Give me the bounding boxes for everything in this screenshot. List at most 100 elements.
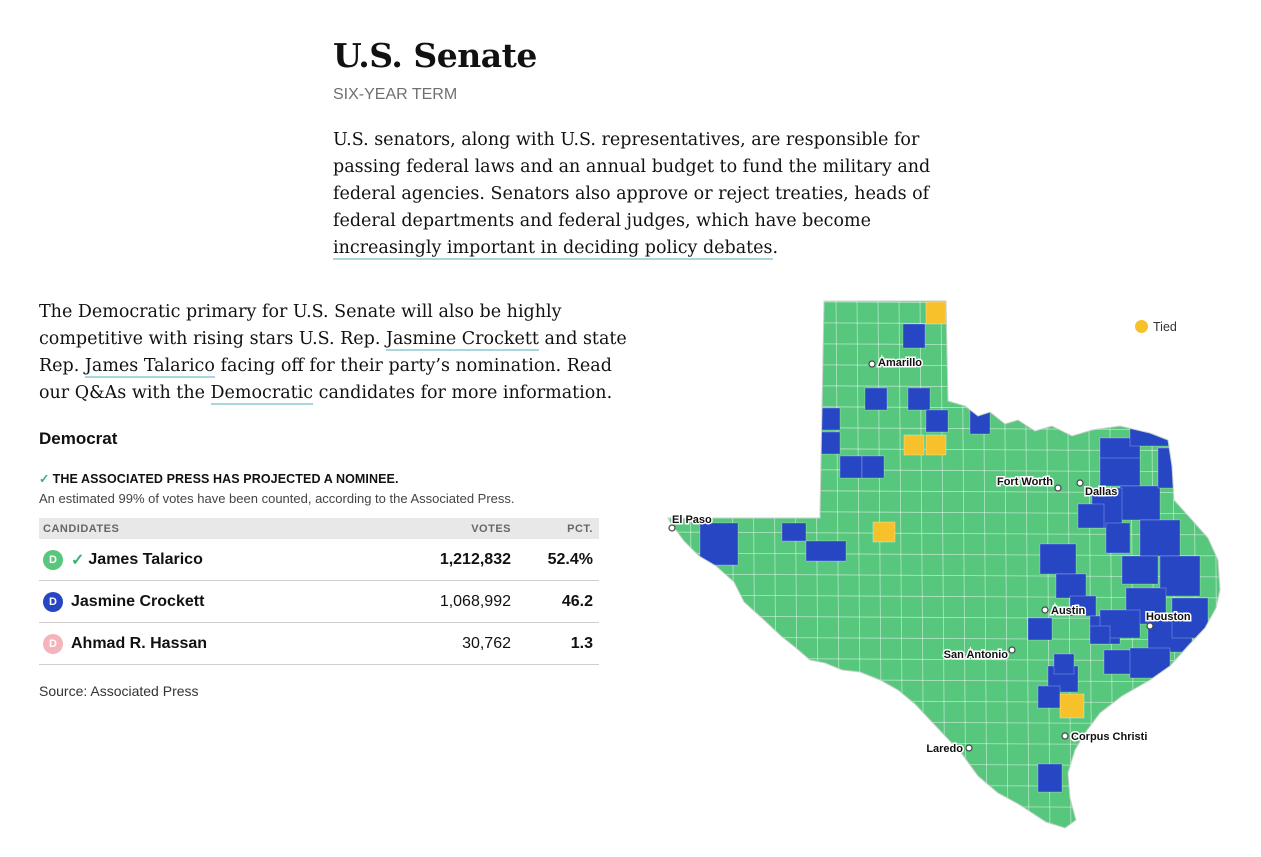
para-text-2: and state Rep. [39,329,627,376]
county-crockett[interactable] [1077,503,1105,529]
county-crockett[interactable] [1103,649,1135,675]
county-crockett[interactable] [839,455,863,479]
county-tied[interactable] [872,521,896,543]
county-crockett[interactable] [1027,617,1053,641]
city-label: San Antonio [944,649,1009,661]
city-marker [1041,606,1049,614]
city-label: Laredo [926,743,963,755]
city-marker [1054,484,1062,492]
table-row: D Jasmine Crockett 1,068,992 46.2 [39,580,599,623]
jasmine-crockett-link[interactable]: Jasmine Crockett [385,329,539,351]
source-note: Source: Associated Press [39,683,199,699]
votes-counted-note: An estimated 99% of votes have been coun… [39,491,515,506]
votes-cell: 1,068,992 [415,580,517,623]
county-border [668,363,1220,368]
county-crockett[interactable] [1069,595,1097,617]
county-border [1235,298,1239,838]
votes-cell: 1,212,832 [415,539,517,581]
results-table: CANDIDATES VOTES PCT. D ✓ James Talarico 1,… [39,518,599,665]
county-crockett[interactable] [907,387,931,411]
para-text-4: candidates for more information. [313,383,613,403]
para-text-1: The Democratic primary for U.S. Senate w… [39,302,562,349]
county-crockett[interactable] [1119,485,1161,521]
party-badge: D [43,549,63,570]
city-label: Dallas [1085,486,1117,498]
city-marker [1061,732,1069,740]
county-crockett[interactable] [861,455,885,479]
pct-cell: 46.2 [517,580,599,623]
county-crockett[interactable] [1089,625,1111,645]
county-tied[interactable] [903,434,925,456]
county-crockett[interactable] [1055,573,1087,599]
county-crockett[interactable] [1121,555,1159,585]
projected-text: THE ASSOCIATED PRESS HAS PROJECTED A NOM… [52,472,399,486]
county-border [668,301,1220,305]
county-crockett[interactable] [819,431,841,455]
intro-text-end: . [772,238,779,258]
city-label: Amarillo [878,357,922,369]
democratic-link[interactable]: Democratic [210,383,314,405]
candidate-cell: D ✓ James Talarico [39,539,415,581]
city-label: Corpus Christi [1071,731,1147,743]
col-candidates: CANDIDATES [39,518,415,539]
county-crockett[interactable] [969,405,991,435]
county-border [668,783,1220,788]
county-border [688,301,694,828]
intro-text: U.S. senators, along with U.S. represent… [333,130,931,231]
party-badge: D [43,591,63,612]
county-tied[interactable] [1059,693,1085,719]
county-border [709,301,715,828]
city-marker [1146,622,1154,630]
county-crockett[interactable] [699,522,739,566]
table-header-row: CANDIDATES VOTES PCT. [39,518,599,539]
county-border [668,762,1220,767]
county-crockett[interactable] [1129,647,1171,679]
county-crockett[interactable] [925,409,949,433]
county-crockett[interactable] [1139,519,1181,557]
votes-cell: 30,762 [415,622,517,665]
pct-cell: 52.4% [517,539,599,581]
primary-paragraph: The Democratic primary for U.S. Senate w… [39,299,639,407]
james-talarico-link[interactable]: James Talarico [84,356,215,378]
county-crockett[interactable] [1129,425,1171,447]
city-label: El Paso [672,514,712,526]
county-crockett[interactable] [1159,555,1201,597]
county-crockett[interactable] [1037,763,1063,793]
county-crockett[interactable] [1105,522,1131,554]
pct-cell: 1.3 [517,622,599,665]
county-tied[interactable] [925,301,947,325]
candidate-name: James Talarico [88,550,203,568]
county-crockett[interactable] [1039,543,1077,575]
tied-legend-swatch [1135,320,1148,333]
city-marker [868,360,876,368]
city-label: Houston [1146,611,1191,623]
county-tied[interactable] [925,434,947,456]
map-legend: Tied [1135,320,1177,334]
county-crockett[interactable] [1053,653,1075,675]
texas-county-map[interactable]: Amarillo El Paso Fort Worth Dallas Austin Hou… [660,298,1240,838]
tied-legend-label: Tied [1153,320,1177,334]
city-label: Fort Worth [997,476,1053,488]
table-row: D Ahmad R. Hassan 30,762 1.3 [39,622,599,665]
projected-notice: ✓ THE ASSOCIATED PRESS HAS PROJECTED A NO… [39,471,399,486]
county-crockett[interactable] [819,407,841,431]
check-icon: ✓ [39,472,50,486]
county-crockett[interactable] [902,323,926,349]
policy-debates-link[interactable]: increasingly important in deciding polic… [333,238,773,260]
city-marker [1008,646,1016,654]
county-crockett[interactable] [1099,455,1141,487]
county-border [668,825,1220,828]
county-crockett[interactable] [864,387,888,411]
table-row: D ✓ James Talarico 1,212,832 52.4% [39,539,599,581]
county-border [668,321,1220,326]
col-pct: PCT. [517,518,599,539]
county-crockett[interactable] [805,540,847,562]
para-text-3: facing off for their party’s nomination.… [39,356,612,403]
county-crockett[interactable] [1037,685,1061,709]
term-subtitle: SIX-YEAR TERM [333,86,458,103]
county-border [668,384,1220,389]
candidate-name: Ahmad R. Hassan [71,634,208,652]
county-crockett[interactable] [781,522,807,542]
candidate-name: Jasmine Crockett [71,592,205,610]
county-border [668,301,673,828]
